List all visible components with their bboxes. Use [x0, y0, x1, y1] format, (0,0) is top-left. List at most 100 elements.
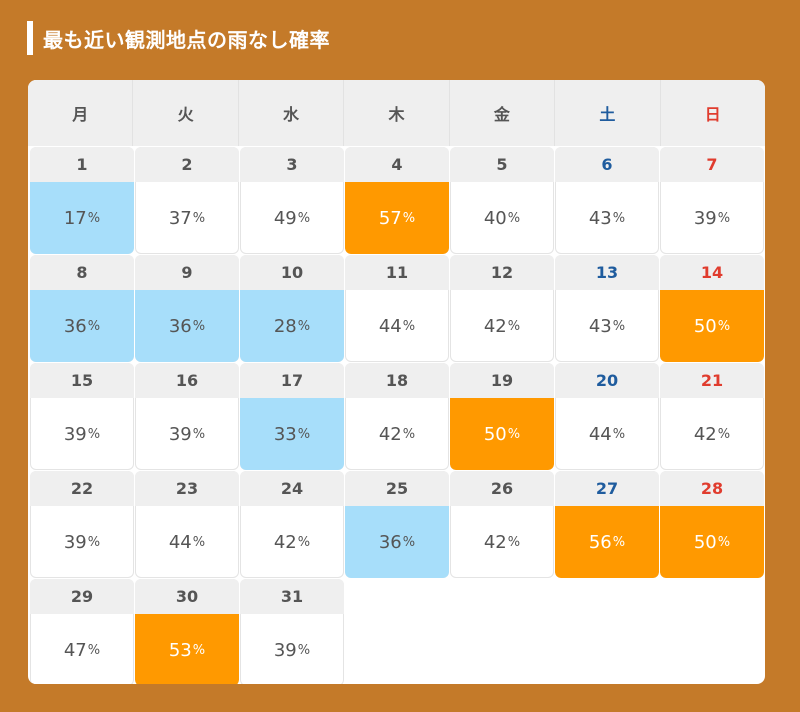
probability-value: 39 [168, 423, 192, 445]
weekday-fri: 金 [450, 80, 556, 146]
calendar-day-cell: 20 44% [555, 363, 659, 470]
percent-unit: % [297, 426, 311, 442]
calendar-day-cell: 27 56% [555, 471, 659, 578]
day-number: 19 [450, 363, 554, 398]
probability-value: 17 [63, 207, 87, 229]
percent-unit: % [87, 210, 101, 226]
rain-free-probability: 43% [555, 290, 659, 362]
percent-unit: % [507, 426, 521, 442]
percent-unit: % [297, 210, 311, 226]
day-number: 12 [450, 255, 554, 290]
percent-unit: % [612, 210, 626, 226]
probability-value: 42 [273, 531, 297, 553]
day-number: 20 [555, 363, 659, 398]
percent-unit: % [612, 318, 626, 334]
day-number: 25 [345, 471, 449, 506]
rain-free-probability: 36% [345, 506, 449, 578]
percent-unit: % [402, 210, 416, 226]
calendar-day-cell: 12 42% [450, 255, 554, 362]
weekday-mon: 月 [28, 80, 134, 146]
day-number: 23 [135, 471, 239, 506]
probability-value: 37 [168, 207, 192, 229]
probability-value: 36 [378, 531, 402, 553]
probability-value: 39 [693, 207, 717, 229]
calendar-day-cell: 29 47% [30, 579, 134, 684]
probability-value: 44 [588, 423, 612, 445]
calendar-grid: 1 17% 2 37% 3 49% 4 57% 5 40% 6 43% 7 39% 8 36% 9 36% 10 28… [28, 146, 765, 684]
rain-free-probability: 36% [135, 290, 239, 362]
percent-unit: % [402, 534, 416, 550]
probability-value: 44 [378, 315, 402, 337]
rain-free-probability: 47% [30, 614, 134, 684]
percent-unit: % [192, 210, 206, 226]
day-number: 31 [240, 579, 344, 614]
percent-unit: % [192, 642, 206, 658]
percent-unit: % [87, 642, 101, 658]
calendar-day-cell: 3 49% [240, 147, 344, 254]
empty-cell [345, 579, 449, 684]
rain-free-probability: 42% [345, 398, 449, 470]
rain-free-probability: 36% [30, 290, 134, 362]
percent-unit: % [87, 426, 101, 442]
rain-free-probability: 17% [30, 182, 134, 254]
calendar-day-cell: 23 44% [135, 471, 239, 578]
probability-value: 43 [588, 207, 612, 229]
calendar-day-cell: 30 53% [135, 579, 239, 684]
day-number: 22 [30, 471, 134, 506]
section-title: 最も近い観測地点の雨なし確率 [27, 20, 330, 56]
probability-value: 42 [483, 531, 507, 553]
probability-value: 57 [378, 207, 402, 229]
day-number: 4 [345, 147, 449, 182]
calendar-day-cell: 8 36% [30, 255, 134, 362]
weekday-sat: 土 [555, 80, 661, 146]
probability-value: 50 [693, 531, 717, 553]
percent-unit: % [612, 426, 626, 442]
day-number: 26 [450, 471, 554, 506]
percent-unit: % [612, 534, 626, 550]
probability-value: 39 [63, 423, 87, 445]
calendar-day-cell: 21 42% [660, 363, 764, 470]
probability-value: 43 [588, 315, 612, 337]
probability-value: 42 [693, 423, 717, 445]
rain-free-probability: 39% [135, 398, 239, 470]
rain-free-probability: 42% [450, 506, 554, 578]
calendar-day-cell: 4 57% [345, 147, 449, 254]
weekday-tue: 火 [133, 80, 239, 146]
calendar-day-cell: 16 39% [135, 363, 239, 470]
percent-unit: % [717, 210, 731, 226]
calendar-day-cell: 5 40% [450, 147, 554, 254]
calendar-day-cell: 14 50% [660, 255, 764, 362]
probability-value: 39 [63, 531, 87, 553]
calendar-day-cell: 6 43% [555, 147, 659, 254]
day-number: 5 [450, 147, 554, 182]
rain-free-probability: 56% [555, 506, 659, 578]
title-text: 最も近い観測地点の雨なし確率 [43, 27, 330, 52]
percent-unit: % [402, 426, 416, 442]
weekday-sun: 日 [704, 105, 721, 124]
day-number: 9 [135, 255, 239, 290]
calendar-day-cell: 28 50% [660, 471, 764, 578]
day-number: 17 [240, 363, 344, 398]
percent-unit: % [717, 318, 731, 334]
rain-free-probability: 39% [30, 506, 134, 578]
day-number: 28 [660, 471, 764, 506]
rain-free-probability: 49% [240, 182, 344, 254]
rain-free-probability: 50% [660, 506, 764, 578]
day-number: 18 [345, 363, 449, 398]
probability-value: 49 [273, 207, 297, 229]
rain-free-probability: 39% [30, 398, 134, 470]
day-number: 16 [135, 363, 239, 398]
empty-cell [555, 579, 659, 684]
day-number: 8 [30, 255, 134, 290]
percent-unit: % [507, 318, 521, 334]
rain-free-probability: 39% [240, 614, 344, 684]
percent-unit: % [297, 534, 311, 550]
percent-unit: % [717, 534, 731, 550]
probability-value: 50 [693, 315, 717, 337]
probability-value: 56 [588, 531, 612, 553]
rain-free-probability: 43% [555, 182, 659, 254]
day-number: 7 [660, 147, 764, 182]
day-number: 10 [240, 255, 344, 290]
day-number: 21 [660, 363, 764, 398]
rain-free-probability: 42% [450, 290, 554, 362]
